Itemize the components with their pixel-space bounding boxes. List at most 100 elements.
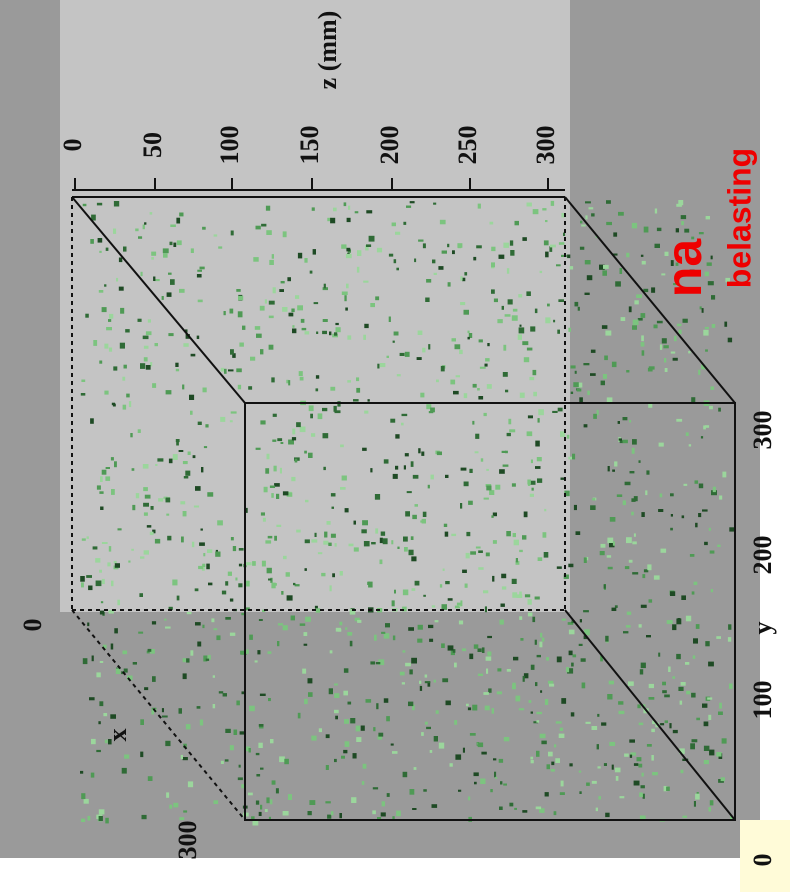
speck [144, 687, 148, 690]
speck [662, 338, 667, 343]
speck [262, 561, 266, 567]
speck [250, 357, 255, 361]
speck [548, 752, 553, 757]
speck [256, 801, 259, 805]
speck [225, 729, 231, 733]
speck [499, 807, 503, 811]
speck [207, 492, 213, 497]
speck [344, 202, 347, 206]
speck [452, 338, 457, 341]
speck [289, 313, 294, 317]
speck [150, 212, 153, 215]
speck [184, 476, 189, 479]
speck [331, 493, 336, 496]
speck [273, 414, 277, 417]
speck [466, 704, 469, 707]
speck [617, 494, 622, 497]
speck [198, 300, 203, 303]
speck [105, 818, 109, 824]
speck [486, 469, 489, 471]
speck [661, 549, 667, 553]
speck [335, 716, 338, 720]
speck [309, 800, 315, 805]
speck [151, 506, 154, 510]
speck [123, 651, 128, 655]
speck [214, 234, 218, 236]
z-tick-label: 300 [531, 126, 560, 165]
speck [705, 425, 709, 428]
speck [267, 568, 272, 574]
speck [213, 704, 216, 708]
speck [251, 816, 255, 819]
speck [626, 370, 629, 373]
speck [605, 636, 608, 642]
speck [493, 758, 496, 760]
speck [264, 487, 268, 493]
speck [568, 564, 573, 568]
speck [494, 299, 498, 303]
speck [239, 548, 244, 551]
speck [371, 542, 376, 544]
speck [468, 501, 473, 505]
speck [97, 203, 102, 206]
speck [231, 537, 234, 540]
speck [419, 681, 421, 684]
speck [556, 264, 561, 266]
speck [138, 429, 141, 433]
speck [397, 374, 401, 376]
speck [447, 244, 449, 247]
speck [671, 514, 673, 517]
speck [522, 237, 527, 241]
speck [357, 250, 361, 256]
speck [620, 268, 623, 274]
speck [93, 340, 97, 346]
speck [166, 514, 169, 516]
speck [423, 512, 427, 517]
speck [333, 208, 337, 212]
speck [330, 585, 332, 591]
speck [548, 681, 553, 684]
speck [133, 662, 137, 665]
speck [166, 498, 171, 503]
speck [686, 616, 691, 622]
speck [199, 542, 205, 546]
speck [632, 325, 637, 330]
speck [408, 627, 414, 631]
speck [414, 259, 416, 263]
speck [478, 743, 483, 748]
speck [536, 712, 542, 714]
speck [519, 708, 524, 710]
speck [188, 452, 191, 456]
speck [375, 528, 378, 533]
speck [179, 289, 185, 293]
speck [432, 605, 435, 607]
speck [98, 238, 103, 243]
speck [366, 244, 371, 247]
speck [472, 705, 477, 711]
speck [623, 631, 628, 633]
speck [300, 377, 304, 381]
speck [512, 579, 517, 584]
speck [280, 468, 282, 474]
speck [651, 755, 654, 761]
speck [315, 533, 317, 537]
speck [633, 320, 639, 325]
speck [304, 699, 308, 704]
speck [191, 248, 194, 253]
speck [522, 341, 528, 345]
speck [464, 310, 470, 315]
speck [470, 551, 476, 554]
speck [93, 546, 98, 549]
speck [380, 560, 383, 565]
speck [601, 544, 606, 548]
speck [454, 720, 457, 725]
speck [728, 624, 731, 630]
speck [158, 498, 163, 501]
speck [308, 811, 312, 815]
speck [167, 292, 172, 297]
speck [181, 537, 184, 543]
speck [615, 768, 621, 773]
speck [298, 713, 301, 719]
annotation-subtitle: belasting [721, 148, 757, 288]
speck [311, 433, 315, 437]
